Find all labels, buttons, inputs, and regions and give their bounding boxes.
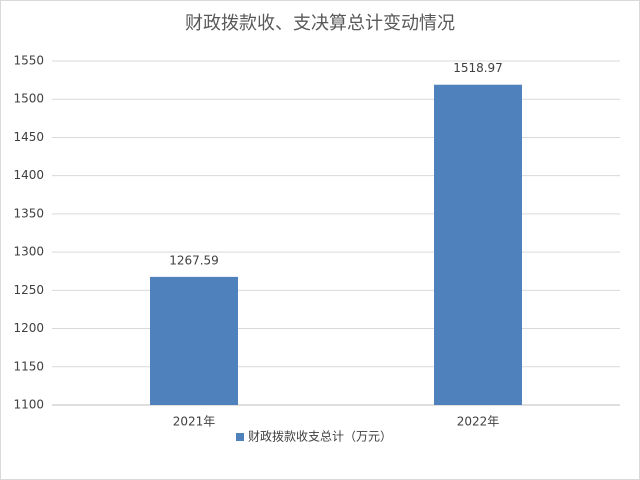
legend-label: 财政拨款收支总计（万元） <box>248 430 392 444</box>
y-tick-label: 1450 <box>13 130 44 144</box>
y-tick-label: 1550 <box>13 54 44 68</box>
y-tick-label: 1350 <box>13 206 44 220</box>
y-tick-label: 1200 <box>13 321 44 335</box>
data-label: 1267.59 <box>169 253 219 267</box>
y-tick-label: 1250 <box>13 283 44 297</box>
x-tick-label: 2021年 <box>173 415 216 429</box>
legend-swatch <box>236 433 244 441</box>
y-tick-label: 1100 <box>13 398 44 412</box>
data-label: 1518.97 <box>453 61 503 75</box>
y-tick-label: 1150 <box>13 359 44 373</box>
y-tick-label: 1500 <box>13 92 44 106</box>
chart-title: 财政拨款收、支决算总计变动情况 <box>185 13 455 34</box>
bar <box>434 84 522 406</box>
y-tick-label: 1400 <box>13 168 44 182</box>
bar <box>150 276 238 405</box>
x-tick-label: 2022年 <box>457 415 500 429</box>
y-tick-label: 1300 <box>13 245 44 259</box>
